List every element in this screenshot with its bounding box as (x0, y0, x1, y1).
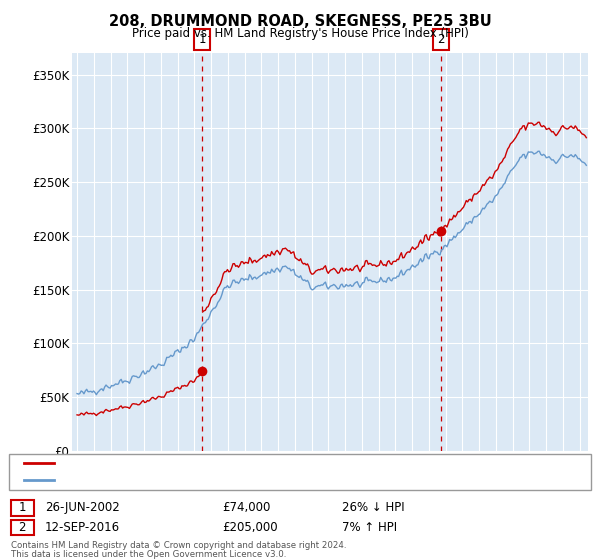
Text: Contains HM Land Registry data © Crown copyright and database right 2024.: Contains HM Land Registry data © Crown c… (11, 541, 346, 550)
Text: £74,000: £74,000 (222, 501, 271, 515)
Text: 1: 1 (19, 501, 26, 515)
Text: 2: 2 (19, 521, 26, 534)
Text: HPI: Average price, detached house, East Lindsey: HPI: Average price, detached house, East… (60, 475, 331, 485)
Text: Price paid vs. HM Land Registry's House Price Index (HPI): Price paid vs. HM Land Registry's House … (131, 27, 469, 40)
Text: £205,000: £205,000 (222, 521, 278, 534)
Text: 1: 1 (199, 33, 206, 46)
Text: 208, DRUMMOND ROAD, SKEGNESS, PE25 3BU: 208, DRUMMOND ROAD, SKEGNESS, PE25 3BU (109, 14, 491, 29)
Text: 26% ↓ HPI: 26% ↓ HPI (342, 501, 404, 515)
Text: 26-JUN-2002: 26-JUN-2002 (45, 501, 120, 515)
Text: 12-SEP-2016: 12-SEP-2016 (45, 521, 120, 534)
Text: This data is licensed under the Open Government Licence v3.0.: This data is licensed under the Open Gov… (11, 550, 286, 559)
Text: 7% ↑ HPI: 7% ↑ HPI (342, 521, 397, 534)
Text: 2: 2 (437, 33, 445, 46)
Text: 208, DRUMMOND ROAD, SKEGNESS, PE25 3BU (detached house): 208, DRUMMOND ROAD, SKEGNESS, PE25 3BU (… (60, 459, 416, 468)
